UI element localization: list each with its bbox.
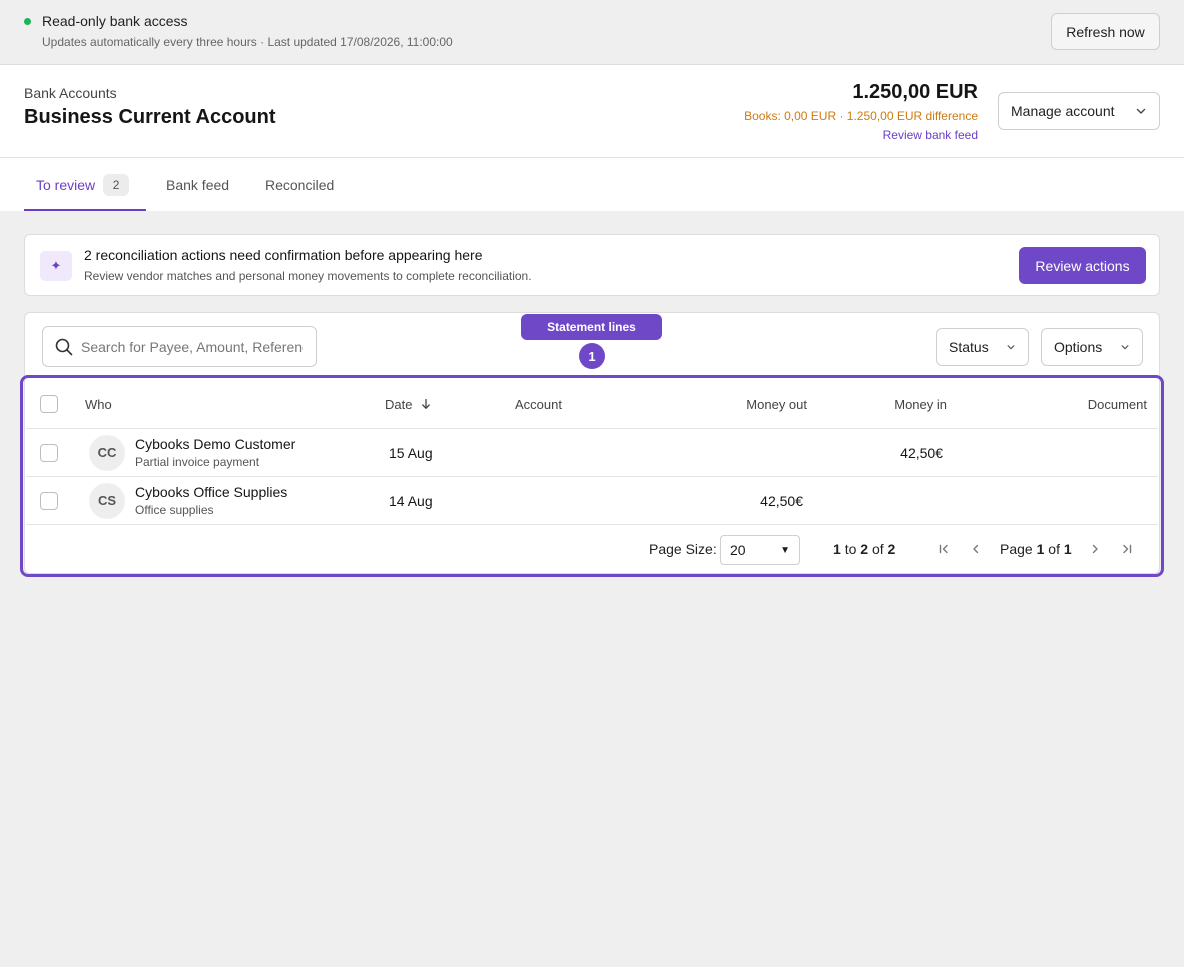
next-page-icon[interactable] [1085, 539, 1105, 559]
chevron-down-icon [1121, 345, 1129, 350]
account-header: Bank Accounts Business Current Account 1… [0, 65, 1184, 158]
arrow-down-icon [422, 398, 431, 409]
manage-account-label: Manage account [1011, 103, 1115, 119]
chevron-down-icon [1007, 345, 1015, 350]
tab-label: Bank feed [166, 176, 230, 193]
current-page: 1 [1036, 541, 1045, 557]
range-from: 1 [833, 541, 841, 557]
payee-name: Cybooks Office Supplies [135, 484, 288, 500]
tab-label: Reconciled [265, 176, 335, 193]
pagination-bar: Page Size: 20 ▼ 1 to 2 of 2 Page 1 of 1 [26, 525, 1158, 573]
breadcrumb[interactable]: Bank Accounts [24, 85, 117, 101]
sync-banner: Read-only bank access Updates automatica… [0, 0, 1184, 65]
row-money-in [806, 477, 943, 524]
column-header-document[interactable]: Document [1087, 396, 1147, 412]
last-page-icon[interactable] [1117, 539, 1137, 559]
table-row[interactable]: CC Cybooks Demo Customer Partial invoice… [26, 429, 1158, 477]
sparkle-icon: ✦ [40, 251, 72, 281]
avatar: CC [89, 434, 125, 471]
search-box[interactable] [42, 326, 317, 367]
status-dot-icon [24, 18, 31, 25]
column-header-date-label: Date [385, 396, 413, 412]
notice-subtitle: Review vendor matches and personal money… [84, 269, 532, 283]
page-title: Business Current Account [24, 106, 276, 128]
options-label: Options [1054, 339, 1103, 355]
status-filter-button[interactable]: Status [936, 328, 1029, 366]
tab-label: To review [36, 176, 96, 193]
review-bank-feed-link[interactable]: Review bank feed [882, 128, 978, 142]
options-button[interactable]: Options [1041, 328, 1143, 366]
row-range-text: 1 to 2 of 2 [833, 525, 895, 573]
row-money-out [666, 429, 803, 476]
chevron-down-icon [1136, 108, 1146, 114]
page-size-select[interactable]: 20 ▼ [720, 535, 800, 565]
range-total: 2 [887, 541, 896, 557]
column-header-who[interactable]: Who [85, 396, 112, 412]
statement-lines-table: Who Date Account Money out Money in Docu… [26, 380, 1158, 565]
table-row[interactable]: CS Cybooks Office Supplies Office suppli… [26, 477, 1158, 525]
page-size-value: 20 [730, 542, 746, 558]
row-checkbox[interactable] [40, 443, 58, 462]
row-document[interactable] [1006, 429, 1143, 476]
payee-description: Office supplies [135, 503, 214, 517]
avatar: CS [89, 482, 125, 519]
status-filter-label: Status [949, 339, 989, 355]
row-document[interactable] [1006, 477, 1143, 524]
highlight-label: Statement lines [521, 314, 662, 340]
payee-name: Cybooks Demo Customer [135, 436, 296, 452]
review-actions-button[interactable]: Review actions [1019, 247, 1146, 284]
range-to: 2 [860, 541, 869, 557]
page-of-word: of [1048, 541, 1060, 557]
notice-title: 2 reconciliation actions need confirmati… [84, 247, 483, 263]
column-header-money-out[interactable]: Money out [746, 396, 807, 412]
page-indicator: Page 1 of 1 [1000, 525, 1072, 573]
tab-to-review[interactable]: To review 2 [24, 158, 146, 211]
highlight-number-badge: 1 [579, 343, 605, 369]
last-updated-text: Updates automatically every three hours … [42, 35, 453, 49]
row-date: 15 Aug [389, 444, 433, 461]
total-pages: 1 [1063, 541, 1072, 557]
page-size-label: Page Size: [649, 541, 717, 557]
refresh-now-button[interactable]: Refresh now [1051, 13, 1160, 50]
tab-reconciled[interactable]: Reconciled [265, 158, 334, 211]
previous-page-icon[interactable] [966, 539, 986, 559]
row-money-out: 42,50€ [760, 492, 803, 509]
column-header-money-in[interactable]: Money in [894, 396, 947, 412]
caret-down-icon: ▼ [780, 544, 790, 556]
row-money-in: 42,50€ [900, 444, 943, 461]
reconciliation-notice: ✦ 2 reconciliation actions need confirma… [24, 234, 1160, 296]
manage-account-button[interactable]: Manage account [998, 92, 1160, 130]
payee-description: Partial invoice payment [135, 455, 260, 469]
tab-bank-feed[interactable]: Bank feed [166, 158, 229, 211]
select-all-checkbox[interactable] [40, 395, 58, 413]
table-header-row: Who Date Account Money out Money in Docu… [26, 380, 1158, 429]
access-label: Read-only bank access [42, 13, 188, 29]
page-word: Page [1000, 541, 1033, 557]
books-difference-text: Books: 0,00 EUR · 1.250,00 EUR differenc… [744, 109, 978, 123]
row-checkbox[interactable] [40, 491, 58, 510]
bank-balance: 1.250,00 EUR [852, 81, 978, 103]
tab-count-badge: 2 [103, 173, 130, 196]
column-header-account[interactable]: Account [515, 396, 562, 412]
tab-bar: To review 2 Bank feed Reconciled [0, 158, 1184, 211]
search-input[interactable] [81, 338, 303, 355]
row-date: 14 Aug [389, 492, 433, 509]
range-to-word: to [844, 541, 857, 557]
search-icon [55, 338, 73, 355]
first-page-icon[interactable] [934, 539, 954, 559]
column-header-date[interactable]: Date [385, 380, 431, 428]
range-of-word: of [871, 541, 884, 557]
